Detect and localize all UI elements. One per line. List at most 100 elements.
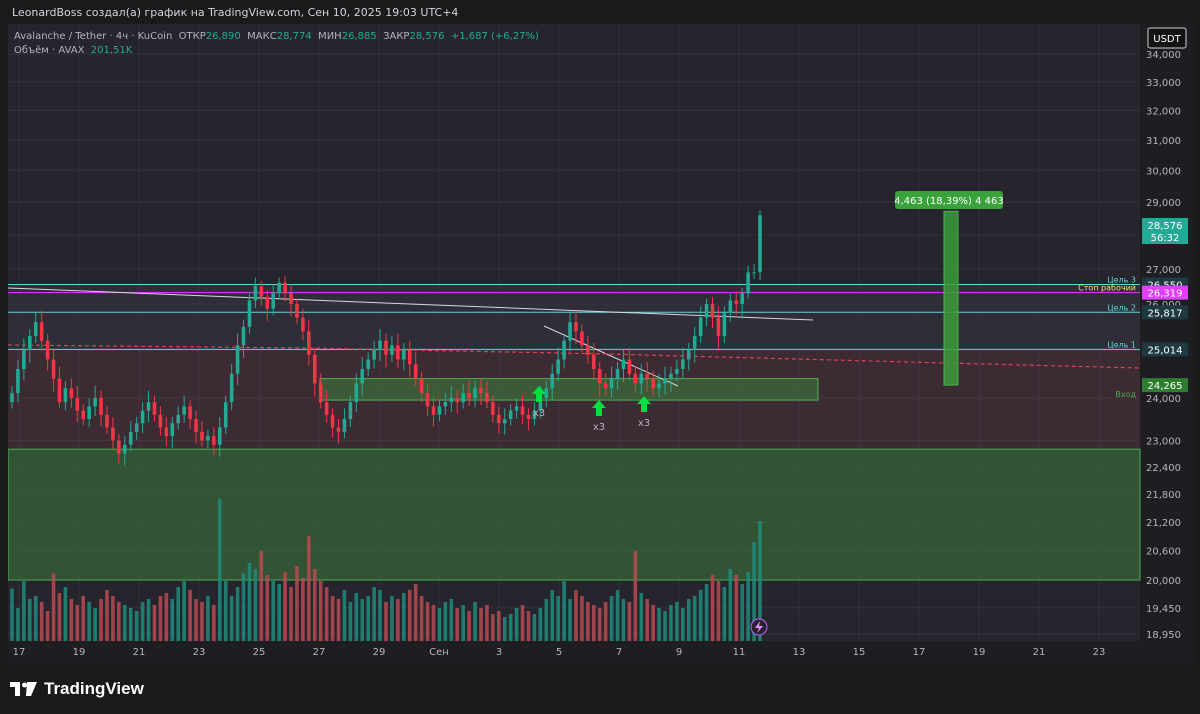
volume-bar [467,611,471,641]
candle-body [336,427,341,432]
time-tick-label: 17 [913,647,926,658]
countdown-text: 56:32 [1151,233,1180,244]
time-tick-label: 19 [73,647,86,658]
chart-credit-text: LeonardBoss создал(а) график на TradingV… [12,6,459,19]
volume-bar [556,596,560,641]
candle-body [22,350,26,370]
volume-bar [336,599,341,641]
candle-body [544,388,549,398]
volume-bar [134,611,139,641]
candle-body [746,272,750,294]
volume-bar [265,575,270,641]
volume-bar [491,614,495,641]
volume-bar [473,602,477,641]
candle-body [538,398,543,411]
volume-bar [728,569,733,641]
time-tick-label: 21 [1033,647,1046,658]
candle-body [455,398,460,403]
volume-bar [639,593,644,641]
volume-bar [342,590,347,641]
volume-bar [627,602,632,641]
candle-body [437,406,442,415]
candle-body [532,410,537,420]
candle-body [402,350,406,360]
volume-bar [253,569,258,641]
candle-body [33,322,38,337]
tradingview-logo[interactable]: TradingView [10,679,144,699]
candle-body [663,378,667,384]
candle-body [562,340,566,360]
volume-bar [508,614,513,641]
candle-body [591,354,596,370]
time-tick-label: 9 [676,647,682,658]
volume-bar [366,596,370,641]
candle-body [597,369,602,384]
volume-bar [746,572,750,641]
volume-bar [81,596,86,641]
volume-bar [28,599,32,641]
candle-body [698,317,703,337]
legend-close: 28,576 [409,31,445,42]
legend-open: 26,890 [205,31,241,42]
candle-body [550,373,555,389]
legend-volume-label: Объём · AVAX [14,45,85,56]
volume-bar [93,608,97,641]
candle-body [212,436,216,445]
volume-bar [271,581,275,641]
candle-body [740,293,744,304]
volume-bar [200,602,204,641]
candle-body [247,300,252,327]
volume-bar [206,596,210,641]
candle-body [425,393,430,407]
currency-label: USDT [1153,34,1181,45]
lightning-icon[interactable] [750,618,768,636]
volume-bar [123,605,127,641]
volume-bar [105,590,109,641]
volume-bar [609,596,614,641]
volume-bar [734,575,739,641]
volume-bar [16,608,20,641]
volume-bar [455,608,460,641]
candle-body [301,317,305,332]
volume-bar [229,596,234,641]
candle-body [657,383,661,389]
candle-body [609,378,614,389]
candle-body [633,373,638,384]
volume-bar [194,599,198,641]
volume-bar [538,608,543,641]
volume-bar [295,566,299,641]
volume-bar [51,573,56,641]
price-tick-label: 20,600 [1146,546,1181,557]
buy-arrow-icon [637,396,651,412]
candle-body [200,431,204,441]
price-tag-text: 24,265 [1148,381,1183,392]
time-tick-label: 3 [496,647,502,658]
volume-bar [318,581,323,641]
candle-body [342,419,347,432]
volume-bar [413,584,418,641]
candle-body [176,414,181,424]
legend-high: 28,774 [276,31,312,42]
candle-body [182,406,186,415]
currency-button[interactable]: USDT [1147,27,1187,49]
candle-body [330,414,335,428]
candle-body [81,410,86,420]
candle-body [324,402,329,415]
volume-bar [419,596,424,641]
candle-body [479,388,483,394]
candle-body [526,414,531,420]
candle-body [28,336,32,351]
candle-body [105,414,109,428]
price-tick-label: 31,000 [1146,136,1181,147]
volume-bar [532,614,537,641]
candle-body [621,359,626,370]
time-tick-label: 19 [973,647,986,658]
candle-body [669,373,673,379]
volume-bar [603,602,608,641]
candle-body [407,350,412,365]
marker-label: x3 [638,418,650,429]
candle-body [271,293,275,309]
volume-bar [520,605,525,641]
tv-logo-icon [10,682,37,696]
